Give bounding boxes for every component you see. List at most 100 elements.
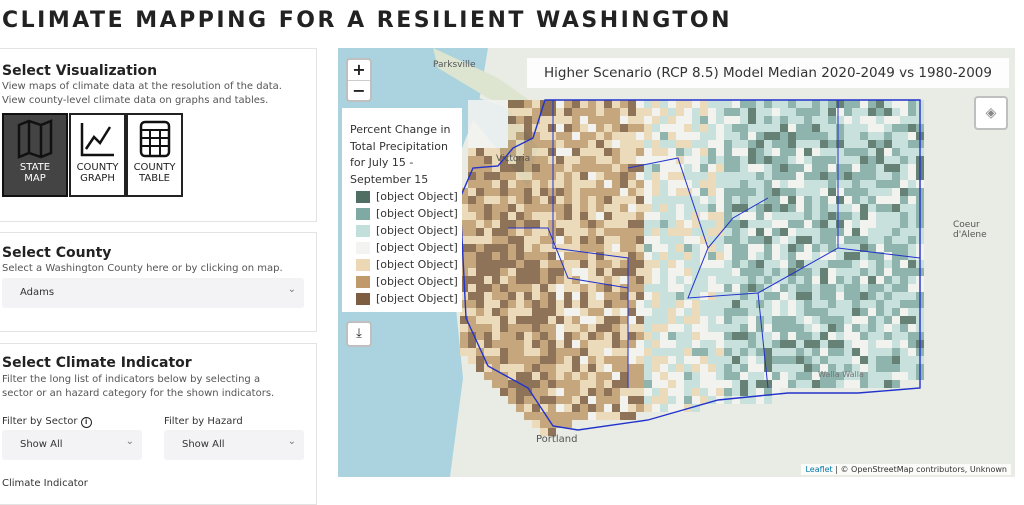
raster-cell [580, 124, 588, 132]
raster-cell [884, 332, 892, 340]
raster-cell [740, 324, 748, 332]
raster-cell [644, 132, 652, 140]
raster-cell [564, 140, 572, 148]
raster-cell [476, 316, 484, 324]
raster-cell [884, 316, 892, 324]
raster-cell [628, 180, 636, 188]
raster-cell [500, 148, 508, 156]
raster-cell [820, 148, 828, 156]
raster-cell [852, 364, 860, 372]
raster-cell [812, 164, 820, 172]
leaflet-link[interactable]: Leaflet [805, 465, 833, 474]
raster-cell [836, 364, 844, 372]
raster-cell [716, 380, 724, 388]
raster-cell [508, 300, 516, 308]
raster-cell [748, 300, 756, 308]
raster-cell [772, 212, 780, 220]
zoom-in[interactable]: + [348, 60, 370, 81]
raster-cell [636, 284, 644, 292]
raster-cell [740, 332, 748, 340]
raster-cell [540, 260, 548, 268]
raster-cell [612, 212, 620, 220]
raster-cell [812, 124, 820, 132]
raster-cell [756, 228, 764, 236]
raster-cell [716, 252, 724, 260]
raster-cell [748, 196, 756, 204]
raster-cell [892, 372, 900, 380]
raster-cell [572, 188, 580, 196]
raster-cell [556, 124, 564, 132]
raster-cell [780, 188, 788, 196]
raster-cell [508, 164, 516, 172]
raster-cell [604, 308, 612, 316]
raster-cell [540, 388, 548, 396]
raster-cell [524, 156, 532, 164]
raster-cell [500, 140, 508, 148]
raster-cell [700, 316, 708, 324]
raster-cell [500, 276, 508, 284]
zoom-out[interactable]: − [352, 81, 366, 100]
sector-select[interactable]: Show All [2, 427, 142, 460]
raster-cell [884, 148, 892, 156]
hazard-select[interactable]: Show All [164, 427, 304, 460]
raster-cell [868, 268, 876, 276]
raster-cell [868, 212, 876, 220]
raster-cell [756, 340, 764, 348]
raster-cell [476, 292, 484, 300]
raster-cell [588, 124, 596, 132]
raster-cell [588, 116, 596, 124]
raster-cell [588, 220, 596, 228]
raster-cell [564, 108, 572, 116]
map[interactable]: Parksville Victoria Portland Coeur d'Ale… [338, 48, 1015, 477]
raster-cell [596, 372, 604, 380]
raster-cell [588, 284, 596, 292]
raster-cell [636, 172, 644, 180]
raster-cell [828, 140, 836, 148]
raster-cell [788, 244, 796, 252]
layers-button[interactable]: ◈ [974, 96, 1008, 130]
raster-cell [684, 380, 692, 388]
raster-cell [828, 284, 836, 292]
download-button[interactable]: ⤓ [346, 321, 372, 347]
raster-cell [876, 156, 884, 164]
county-table-button[interactable]: COUNTY TABLE [126, 113, 183, 197]
raster-cell [508, 340, 516, 348]
raster-cell [700, 188, 708, 196]
raster-cell [572, 412, 580, 420]
raster-cell [492, 156, 500, 164]
raster-cell [868, 372, 876, 380]
raster-cell [532, 228, 540, 236]
info-icon[interactable]: i [80, 417, 92, 428]
raster-cell [468, 116, 476, 124]
state-map-button[interactable]: STATE MAP [2, 113, 68, 197]
raster-cell [788, 260, 796, 268]
county-graph-button[interactable]: COUNTY GRAPH [69, 113, 126, 197]
raster-cell [820, 292, 828, 300]
county-select[interactable]: Adams [2, 275, 304, 308]
raster-cell [732, 364, 740, 372]
raster-cell [700, 356, 708, 364]
raster-cell [868, 284, 876, 292]
raster-cell [716, 300, 724, 308]
raster-cell [756, 212, 764, 220]
raster-cell [676, 236, 684, 244]
raster-cell [892, 236, 900, 244]
raster-cell [796, 252, 804, 260]
raster-cell [564, 172, 572, 180]
raster-cell [500, 332, 508, 340]
raster-cell [684, 236, 692, 244]
raster-cell [516, 180, 524, 188]
raster-cell [596, 340, 604, 348]
raster-cell [908, 364, 916, 372]
raster-cell [540, 348, 548, 356]
raster-cell [612, 404, 620, 412]
raster-cell [844, 332, 852, 340]
raster-cell [812, 236, 820, 244]
raster-cell [460, 300, 468, 308]
raster-cell [596, 308, 604, 316]
raster-cell [836, 164, 844, 172]
raster-cell [628, 260, 636, 268]
raster-cell [604, 276, 612, 284]
raster-cell [892, 124, 900, 132]
raster-cell [476, 140, 484, 148]
